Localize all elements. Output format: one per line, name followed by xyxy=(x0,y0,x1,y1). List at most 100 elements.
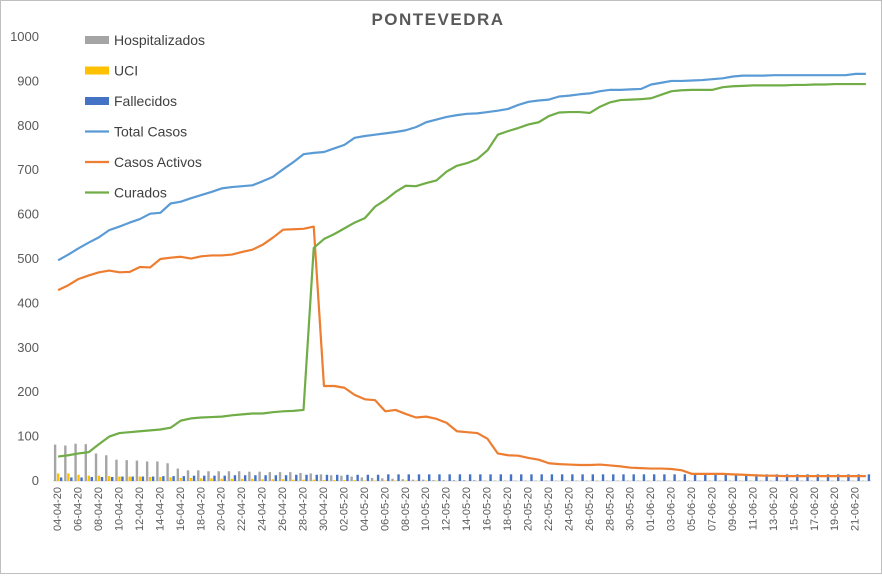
bar xyxy=(187,470,189,481)
bar xyxy=(77,475,79,481)
bar xyxy=(162,476,164,481)
bar xyxy=(57,473,59,481)
x-tick-label: 16-05-20 xyxy=(482,487,494,531)
x-tick-label: 12-04-20 xyxy=(134,487,146,531)
x-tick-label: 06-04-20 xyxy=(73,487,85,531)
bar xyxy=(313,480,315,481)
bar xyxy=(224,476,226,481)
bar xyxy=(200,478,202,481)
legend-label: Casos Activos xyxy=(114,154,202,170)
bar xyxy=(95,453,97,481)
bar xyxy=(292,480,294,481)
bar xyxy=(152,477,154,481)
bar xyxy=(479,474,481,481)
bar xyxy=(238,471,240,481)
legend-swatch xyxy=(85,67,109,75)
bar xyxy=(412,480,414,481)
y-tick-label: 900 xyxy=(17,73,39,88)
x-tick-label: 18-04-20 xyxy=(195,487,207,531)
bar xyxy=(289,472,291,481)
bar xyxy=(333,480,335,481)
x-tick-label: 14-04-20 xyxy=(154,487,166,531)
line-series-casos-activos xyxy=(58,227,866,477)
bar xyxy=(643,474,645,481)
x-tick-label: 15-06-20 xyxy=(788,487,800,531)
bar xyxy=(213,476,215,481)
bar xyxy=(218,471,220,481)
bar xyxy=(146,461,148,481)
y-tick-label: 800 xyxy=(17,118,39,133)
bar xyxy=(118,477,120,481)
bar xyxy=(418,474,420,481)
bar xyxy=(269,472,271,481)
bar xyxy=(258,472,260,481)
x-tick-label: 10-04-20 xyxy=(113,487,125,531)
bar xyxy=(402,479,404,481)
x-tick-label: 08-05-20 xyxy=(400,487,412,531)
legend-item: Total Casos xyxy=(85,124,187,140)
bar xyxy=(350,477,352,481)
x-tick-label: 28-04-20 xyxy=(298,487,310,531)
bar xyxy=(653,474,655,481)
bar xyxy=(310,473,312,481)
x-tick-label: 26-05-20 xyxy=(584,487,596,531)
bar-series-uci xyxy=(57,473,438,481)
bar xyxy=(473,480,475,481)
bar xyxy=(356,475,358,481)
bar xyxy=(622,474,624,481)
bar xyxy=(612,474,614,481)
bar xyxy=(183,476,185,481)
bar xyxy=(704,474,706,481)
x-tick-label: 30-05-20 xyxy=(625,487,637,531)
bar xyxy=(111,477,113,481)
bar xyxy=(190,478,192,481)
bar xyxy=(442,480,444,481)
bar xyxy=(432,480,434,481)
x-tick-label: 16-04-20 xyxy=(175,487,187,531)
bar xyxy=(340,476,342,481)
bar xyxy=(326,475,328,481)
bar xyxy=(299,473,301,481)
bar xyxy=(234,475,236,481)
x-tick-label: 28-05-20 xyxy=(604,487,616,531)
bar xyxy=(115,460,117,481)
legend-label: Total Casos xyxy=(114,124,187,140)
bar xyxy=(166,463,168,481)
bar xyxy=(282,479,284,481)
y-tick-label: 300 xyxy=(17,340,39,355)
bar xyxy=(105,455,107,481)
bar xyxy=(397,474,399,481)
bar xyxy=(101,477,103,481)
chart-title: PONTEVEDRA xyxy=(371,10,504,29)
x-tick-label: 19-06-20 xyxy=(829,487,841,531)
bar xyxy=(131,477,133,481)
bar xyxy=(408,474,410,481)
bar xyxy=(448,474,450,481)
bar xyxy=(391,479,393,481)
x-tick-label: 05-06-20 xyxy=(686,487,698,531)
bar xyxy=(377,475,379,481)
legend-label: UCI xyxy=(114,63,138,79)
legend-item: Hospitalizados xyxy=(85,32,205,48)
bar xyxy=(221,479,223,481)
bar xyxy=(353,480,355,481)
legend-label: Hospitalizados xyxy=(114,32,205,48)
bar xyxy=(868,474,870,481)
bar xyxy=(228,471,230,481)
x-tick-label: 02-05-20 xyxy=(338,487,350,531)
bar xyxy=(60,477,62,481)
x-tick-label: 26-04-20 xyxy=(277,487,289,531)
bar xyxy=(725,474,727,481)
bar xyxy=(602,474,604,481)
bar xyxy=(169,477,171,481)
bar xyxy=(54,445,56,481)
x-tick-label: 22-05-20 xyxy=(543,487,555,531)
bar xyxy=(279,472,281,481)
bar xyxy=(302,480,304,481)
bar xyxy=(261,479,263,481)
bar xyxy=(128,477,130,481)
legend-swatch xyxy=(85,97,109,105)
